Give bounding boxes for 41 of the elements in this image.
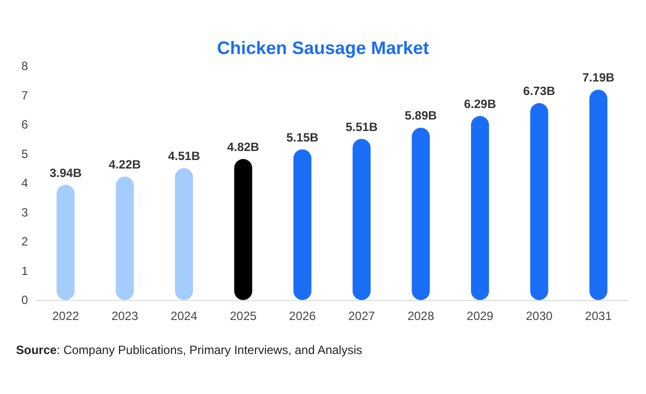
- y-tick-label: 3: [21, 205, 28, 220]
- y-tick-label: 6: [21, 118, 28, 132]
- data-label: 4.82B: [227, 140, 260, 154]
- x-tick-label: 2026: [289, 309, 316, 323]
- bar: [175, 168, 193, 300]
- y-tick-label: 2: [21, 234, 28, 248]
- x-tick-label: 2031: [585, 309, 612, 323]
- x-tick-label: 2025: [230, 309, 257, 323]
- bar: [352, 138, 371, 300]
- y-tick-label: 4: [21, 176, 28, 190]
- y-tick-label: 0: [21, 293, 28, 307]
- data-label: 5.89B: [404, 108, 438, 123]
- data-label: 6.29B: [464, 97, 496, 112]
- data-label: 6.73B: [523, 84, 556, 98]
- data-label: 5.15B: [286, 130, 319, 144]
- x-tick-label: 2022: [52, 309, 80, 323]
- bar: [589, 90, 608, 300]
- chart-title: Chicken Sausage Market: [216, 38, 430, 58]
- bar: [56, 184, 75, 300]
- data-label: 5.51B: [346, 120, 378, 134]
- bar: [471, 116, 489, 300]
- data-label: 7.19B: [582, 70, 615, 85]
- x-tick-label: 2029: [466, 309, 494, 323]
- bar: [293, 149, 312, 300]
- bar: [530, 103, 548, 300]
- y-tick-label: 7: [21, 88, 28, 102]
- bar: [234, 159, 252, 300]
- x-tick-label: 2030: [526, 309, 553, 323]
- data-label: 4.51B: [168, 149, 200, 164]
- y-tick-label: 5: [21, 146, 28, 161]
- data-label: 3.94B: [50, 166, 82, 180]
- x-tick-label: 2027: [348, 309, 376, 323]
- x-tick-label: 2023: [111, 309, 138, 323]
- data-label: 4.22B: [108, 158, 142, 172]
- x-tick-label: 2024: [170, 309, 198, 323]
- x-tick-label: 2028: [407, 309, 434, 323]
- source-note: Source: Company Publications, Primary Interviews, and Analysis: [16, 343, 362, 357]
- bar: [116, 176, 134, 300]
- bar: [412, 128, 430, 300]
- y-tick-label: 1: [21, 264, 28, 278]
- y-tick-label: 8: [21, 59, 28, 73]
